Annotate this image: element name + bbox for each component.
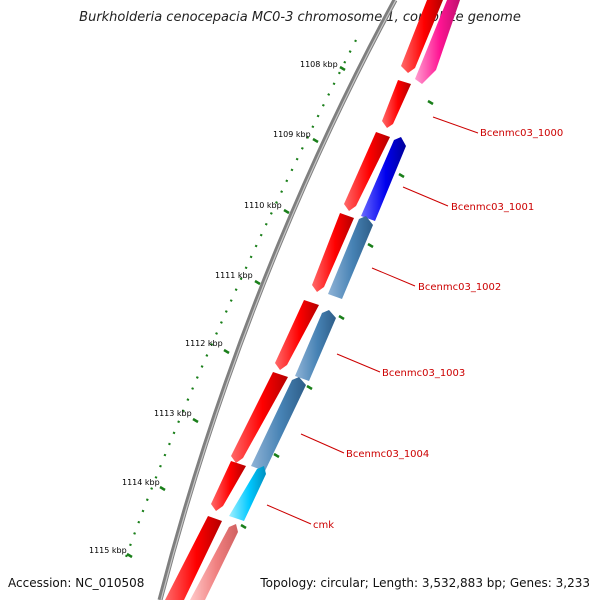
inner-tick bbox=[367, 242, 374, 249]
major-tick bbox=[339, 65, 346, 72]
leader-line bbox=[402, 186, 449, 207]
tick-group: 1108 kbp 1109 kbp 1110 kbp 1111 kbp 1112… bbox=[89, 60, 346, 559]
major-tick bbox=[254, 279, 261, 286]
major-tick bbox=[126, 552, 133, 559]
cds-feature-reverse-blue[interactable] bbox=[361, 137, 406, 221]
inner-tick bbox=[240, 523, 247, 530]
label-leaders bbox=[266, 116, 479, 525]
major-tick bbox=[159, 485, 166, 492]
cds-feature-reverse-lightred[interactable] bbox=[190, 524, 238, 600]
major-tick bbox=[312, 137, 319, 144]
gene-label[interactable]: Bcenmc03_1002 bbox=[418, 282, 501, 293]
genome-backbone bbox=[157, 0, 398, 600]
forward-strand-features bbox=[165, 0, 443, 600]
cds-feature-forward[interactable] bbox=[211, 461, 246, 511]
leader-line bbox=[300, 433, 345, 454]
gene-label[interactable]: cmk bbox=[313, 520, 334, 531]
tick-label: 1108 kbp bbox=[300, 60, 338, 69]
major-tick bbox=[223, 348, 230, 355]
cds-feature-reverse-cyan[interactable] bbox=[229, 466, 266, 521]
tick-label: 1112 kbp bbox=[185, 339, 223, 348]
leader-line bbox=[336, 353, 381, 373]
tick-label: 1109 kbp bbox=[273, 130, 311, 139]
inner-tick bbox=[338, 314, 345, 321]
gene-label[interactable]: Bcenmc03_1000 bbox=[480, 128, 563, 139]
leader-line bbox=[266, 504, 312, 525]
gene-label[interactable]: Bcenmc03_1003 bbox=[382, 368, 465, 379]
inner-tick-group bbox=[240, 99, 434, 530]
map-title: Burkholderia cenocepacia MC0-3 chromosom… bbox=[79, 10, 521, 25]
major-tick bbox=[192, 417, 199, 424]
cds-feature-reverse-steel[interactable] bbox=[251, 377, 306, 471]
tick-label: 1115 kbp bbox=[89, 546, 127, 555]
tick-label: 1113 kbp bbox=[154, 409, 192, 418]
gene-label[interactable]: Bcenmc03_1004 bbox=[346, 449, 429, 460]
gene-labels: Bcenmc03_1000 Bcenmc03_1001 Bcenmc03_100… bbox=[313, 128, 563, 531]
tick-label: 1110 kbp bbox=[244, 201, 282, 210]
tick-label: 1111 kbp bbox=[215, 271, 253, 280]
inner-tick bbox=[427, 99, 434, 106]
inner-tick bbox=[398, 172, 405, 179]
cds-feature-forward[interactable] bbox=[401, 0, 443, 73]
accession-text: Accession: NC_010508 bbox=[8, 576, 145, 590]
genome-summary-text: Topology: circular; Length: 3,532,883 bp… bbox=[260, 576, 590, 590]
cds-feature-reverse-pink[interactable] bbox=[415, 0, 460, 84]
reverse-strand-features bbox=[190, 0, 460, 600]
cds-feature-forward[interactable] bbox=[275, 300, 319, 370]
major-tick bbox=[283, 208, 290, 215]
leader-line bbox=[432, 116, 479, 134]
cds-feature-reverse-steel[interactable] bbox=[328, 216, 373, 299]
leader-line bbox=[371, 267, 416, 287]
cds-feature-reverse-steel[interactable] bbox=[295, 310, 336, 381]
cds-feature-forward[interactable] bbox=[312, 213, 354, 292]
inner-tick bbox=[306, 384, 313, 391]
cds-feature-forward[interactable] bbox=[165, 516, 222, 600]
cds-feature-forward[interactable] bbox=[382, 80, 411, 128]
cds-feature-forward[interactable] bbox=[231, 372, 288, 463]
inner-tick bbox=[273, 452, 280, 459]
cds-feature-forward[interactable] bbox=[344, 132, 390, 211]
genome-backbone-highlight bbox=[160, 0, 397, 600]
tick-label: 1114 kbp bbox=[122, 478, 160, 487]
gene-label[interactable]: Bcenmc03_1001 bbox=[451, 202, 534, 213]
